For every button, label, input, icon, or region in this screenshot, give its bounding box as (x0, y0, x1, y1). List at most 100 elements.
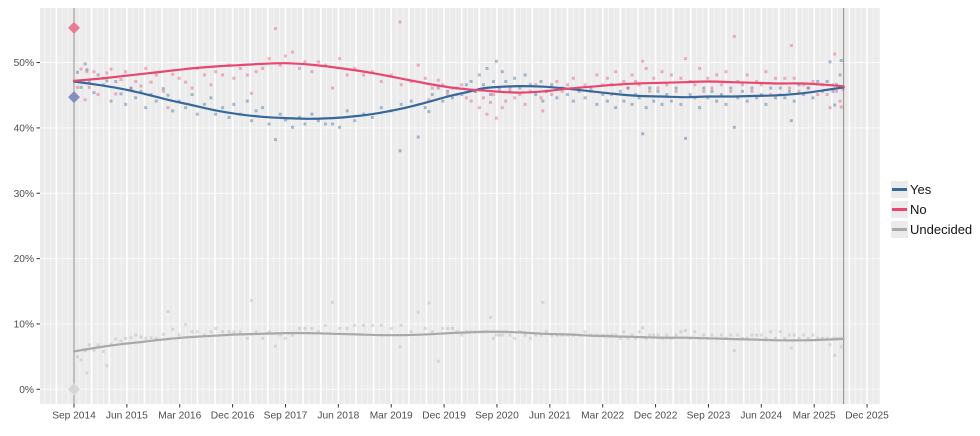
poll-point-undecided (523, 333, 527, 337)
poll-point-undecided (513, 336, 517, 340)
poll-point-no (254, 70, 258, 74)
poll-point-yes (497, 86, 501, 90)
poll-point-undecided (209, 330, 213, 334)
poll-point-undecided (105, 364, 109, 368)
poll-point-undecided (362, 323, 366, 327)
poll-point-undecided (622, 330, 626, 334)
poll-point-no (802, 83, 806, 87)
poll-point-yes (669, 99, 673, 103)
poll-point-no (161, 89, 165, 93)
poll-point-yes (464, 83, 468, 87)
x-axis-label: Sep 2017 (264, 411, 308, 422)
poll-point-undecided (489, 315, 493, 319)
x-axis-label: Mar 2025 (793, 411, 836, 422)
poll-point-undecided (755, 333, 759, 337)
poll-point-yes (806, 86, 810, 90)
poll-point-undecided (398, 345, 402, 349)
poll-point-yes (430, 93, 434, 97)
poll-point-undecided (399, 323, 403, 327)
poll-point-yes (119, 92, 123, 96)
poll-point-yes (825, 80, 829, 84)
poll-point-undecided (79, 358, 83, 362)
poll-point-undecided (345, 327, 349, 331)
poll-point-yes (221, 106, 225, 110)
poll-point-yes (741, 89, 745, 93)
plot-panel (40, 8, 880, 404)
poll-point-no (154, 73, 158, 77)
y-axis-label: 30% (14, 189, 34, 200)
poll-point-no (500, 106, 504, 110)
poll-point-yes (729, 86, 733, 90)
x-axis-label: Dec 2019 (422, 411, 466, 422)
poll-point-yes (209, 96, 213, 100)
plot-layer (40, 8, 880, 404)
poll-point-no (362, 73, 366, 77)
poll-point-undecided (684, 328, 688, 332)
poll-point-undecided (370, 323, 374, 327)
poll-point-undecided (630, 333, 634, 337)
poll-point-no (245, 73, 249, 77)
poll-point-no (491, 93, 495, 97)
poll-point-yes (783, 96, 787, 100)
poll-point-no (811, 80, 815, 84)
poll-point-yes (416, 135, 420, 139)
poll-point-undecided (778, 330, 782, 334)
x-axis-label: Sep 2023 (687, 411, 731, 422)
poll-point-undecided (833, 353, 837, 357)
legend-key-line-icon (892, 208, 907, 211)
poll-point-no (630, 73, 634, 77)
poll-point-undecided (409, 330, 413, 334)
poll-point-yes (441, 99, 445, 103)
poll-point-no (416, 63, 420, 67)
referendum-marker-yes (68, 91, 80, 104)
poll-point-no (464, 96, 468, 100)
poll-point-yes (485, 66, 489, 70)
poll-point-no (399, 83, 403, 87)
poll-point-no (792, 76, 796, 80)
legend-key-line-icon (892, 228, 907, 231)
poll-point-undecided (134, 333, 138, 337)
poll-point-no (221, 73, 225, 77)
poll-point-undecided (806, 336, 810, 340)
poll-point-undecided (427, 301, 431, 305)
poll-point-yes (398, 149, 402, 153)
poll-point-no (177, 76, 181, 80)
poll-point-yes (528, 83, 532, 87)
poll-point-yes (719, 93, 723, 97)
poll-point-undecided (267, 330, 271, 334)
x-axis-label: Mar 2019 (370, 411, 413, 422)
poll-point-no (119, 78, 123, 82)
poll-point-yes (436, 86, 440, 90)
poll-point-undecided (195, 330, 199, 334)
poll-point-no (724, 70, 728, 74)
poll-point-undecided (144, 336, 148, 340)
poll-point-no (79, 67, 83, 71)
poll-point-yes (353, 119, 357, 123)
poll-point-undecided (338, 327, 342, 331)
poll-point-undecided (802, 333, 806, 337)
poll-point-yes (139, 89, 143, 93)
y-axis-label: 40% (14, 123, 34, 134)
poll-point-yes (409, 99, 413, 103)
poll-point-undecided (114, 337, 118, 341)
poll-point-yes (310, 112, 314, 116)
poll-point-no (423, 76, 427, 80)
poll-point-no (489, 100, 493, 104)
poll-point-yes (589, 86, 593, 90)
poll-point-undecided (634, 336, 638, 340)
poll-point-yes (460, 93, 464, 97)
poll-point-no (750, 89, 754, 93)
poll-point-yes (254, 109, 258, 113)
poll-point-undecided (416, 310, 420, 314)
poll-point-no (504, 99, 508, 103)
poll-point-no (560, 89, 564, 93)
poll-point-yes (577, 89, 581, 93)
poll-point-yes (494, 59, 498, 63)
poll-point-undecided (379, 323, 383, 327)
poll-point-undecided (83, 349, 87, 353)
poll-point-no (783, 76, 787, 80)
poll-point-no (626, 86, 630, 90)
poll-point-undecided (610, 333, 614, 337)
poll-point-no (710, 86, 714, 90)
poll-point-no (114, 92, 118, 96)
